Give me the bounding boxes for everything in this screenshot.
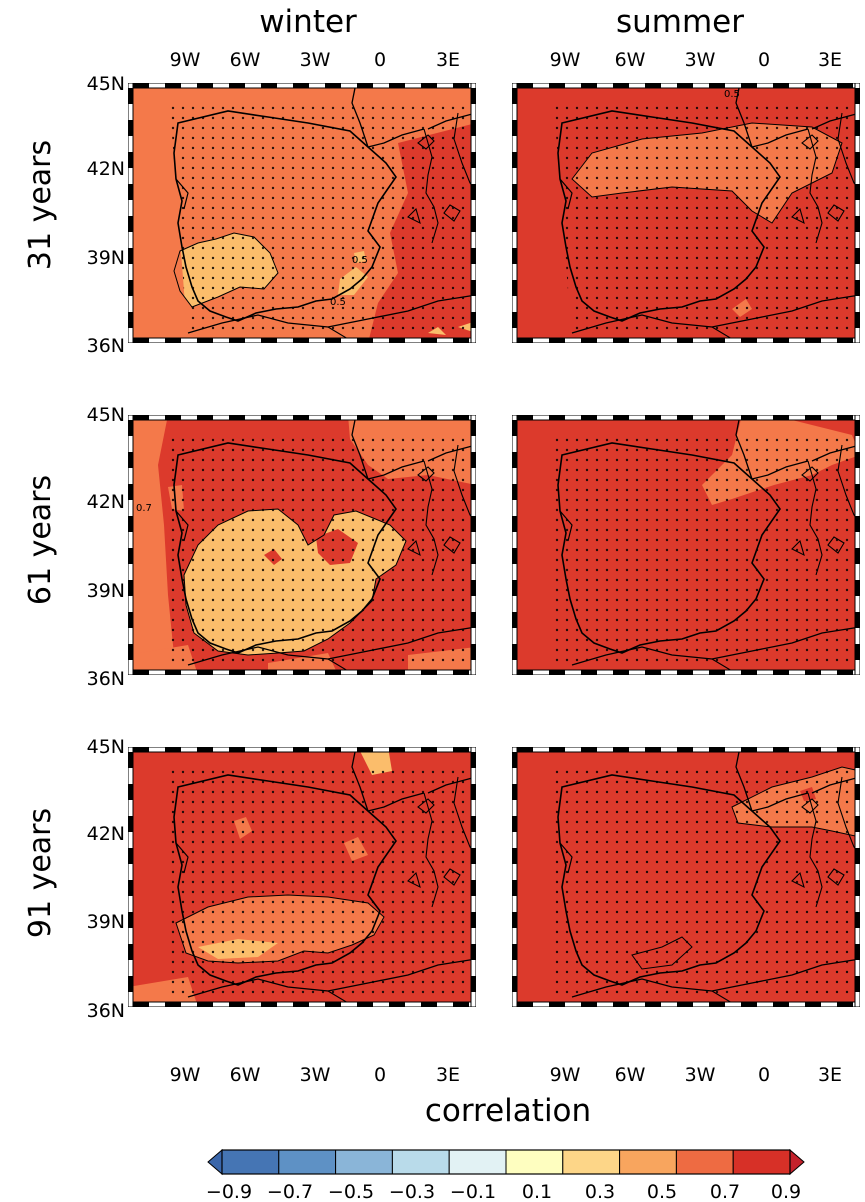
colorbar-cell [335, 1149, 393, 1175]
map-panel-summer-91-years [512, 747, 860, 1007]
lon-label: 0 [374, 1064, 386, 1086]
lon-label: 0 [374, 49, 386, 71]
lat-label: 45N [87, 404, 125, 426]
lon-label: 3E [818, 1064, 842, 1086]
lat-label: 39N [87, 247, 125, 269]
colorbar-cell [278, 1149, 337, 1175]
lat-label: 45N [87, 73, 125, 95]
colorbar-tick: −0.9 [206, 1181, 252, 1202]
lon-label: 9W [550, 49, 581, 71]
lat-label: 36N [87, 1000, 125, 1022]
lon-label: 9W [550, 1064, 581, 1086]
lon-label: 0 [758, 49, 770, 71]
bottom-lon-labels: 9W 6W 3W 0 3E 9W 6W 3W 0 3E [170, 1064, 842, 1086]
lon-label: 6W [615, 49, 646, 71]
lon-label: 3W [685, 1064, 716, 1086]
lat-label: 42N [87, 823, 125, 845]
map-panel-winter-61-years: 0.7 [128, 415, 476, 675]
contour-label: 0.5 [352, 255, 368, 266]
lat-label: 42N [87, 158, 125, 180]
column-title-winter: winter [259, 4, 357, 40]
colorbar-tick: 0.3 [585, 1181, 615, 1202]
colorbar-tick: −0.1 [450, 1181, 496, 1202]
map-panel-summer-61-years [512, 415, 860, 675]
row-label-61-years: 61 years [23, 475, 58, 605]
lon-label: 0 [758, 1064, 770, 1086]
lon-label: 9W [170, 49, 201, 71]
contour-label: 0.5 [724, 89, 740, 100]
lat-label: 45N [87, 736, 125, 758]
lon-label: 3W [300, 1064, 331, 1086]
colorbar-tick: 0.9 [771, 1181, 801, 1202]
colorbar-tick: −0.5 [328, 1181, 374, 1202]
top-lon-labels: 9W 6W 3W 0 3E 9W 6W 3W 0 3E [170, 49, 842, 71]
colorbar-title: correlation [425, 1093, 591, 1129]
lon-label: 3W [300, 49, 331, 71]
column-title-summer: summer [616, 4, 744, 40]
lat-label: 39N [87, 911, 125, 933]
colorbar-cell [619, 1149, 677, 1175]
lon-label: 6W [230, 49, 261, 71]
colorbar-low-arrow [207, 1148, 223, 1176]
lon-label: 3W [685, 49, 716, 71]
lon-label: 3E [818, 49, 842, 71]
lon-label: 6W [230, 1064, 261, 1086]
colorbar-cell [221, 1149, 280, 1175]
row-label-91-years: 91 years [23, 808, 58, 938]
contour-label: 0.7 [136, 503, 152, 514]
lon-label: 3E [436, 1064, 460, 1086]
colorbar-tick: −0.3 [389, 1181, 435, 1202]
map-panel-winter-31-years: 0.5 0.5 [128, 83, 476, 343]
colorbar-tick: 0.1 [522, 1181, 552, 1202]
colorbar-cells [221, 1149, 791, 1175]
map-panel-winter-91-years [128, 747, 476, 1007]
map-panel-summer-31-years: 0.5 [512, 83, 860, 343]
colorbar-high-arrow [789, 1148, 805, 1176]
lat-label: 36N [87, 335, 125, 357]
colorbar-cell [562, 1149, 621, 1175]
lon-label: 3E [436, 49, 460, 71]
colorbar-cell [391, 1149, 450, 1175]
lon-label: 9W [170, 1064, 201, 1086]
colorbar-cell [732, 1149, 791, 1175]
lat-label: 36N [87, 668, 125, 690]
lat-label: 42N [87, 491, 125, 513]
colorbar [207, 1148, 805, 1176]
lat-label: 39N [87, 580, 125, 602]
colorbar-tick: 0.5 [647, 1181, 677, 1202]
lon-label: 6W [615, 1064, 646, 1086]
colorbar-cell [675, 1149, 734, 1175]
contour-label: 0.5 [330, 297, 346, 308]
colorbar-cell [505, 1149, 564, 1175]
colorbar-tick: 0.7 [710, 1181, 740, 1202]
lat-labels: 45N 42N 39N 36N 45N 42N 39N 36N 45N 42N … [87, 73, 125, 1022]
colorbar-cell [448, 1149, 507, 1175]
row-label-31-years: 31 years [23, 140, 58, 270]
colorbar-tick: −0.7 [267, 1181, 313, 1202]
colorbar-tick-labels: −0.9 −0.7 −0.5 −0.3 −0.1 0.1 0.3 0.5 0.7… [206, 1181, 801, 1202]
